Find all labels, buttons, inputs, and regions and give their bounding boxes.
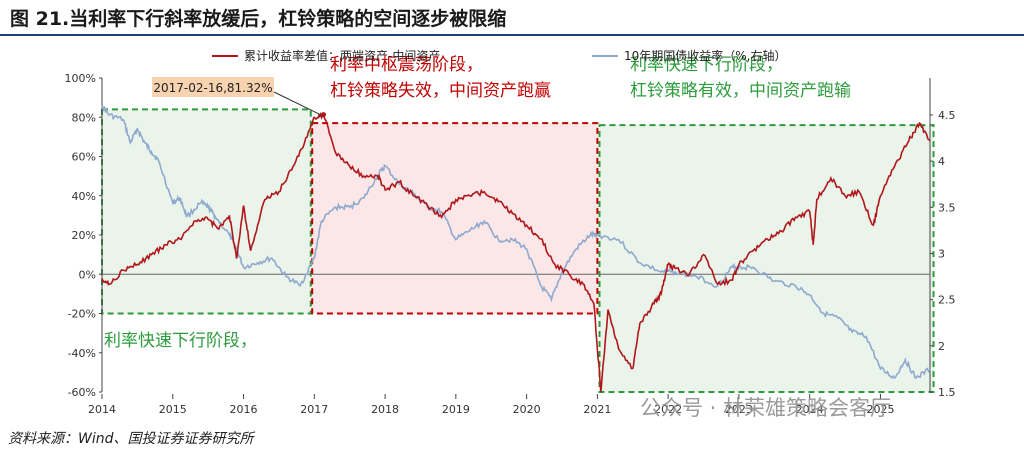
x-tick-label: 2021	[583, 403, 611, 416]
figure-title: 图 21.当利率下行斜率放缓后，杠铃策略的空间逐步被限缩	[10, 8, 507, 30]
x-tick-label: 2016	[230, 403, 258, 416]
x-tick-label: 2024	[796, 403, 824, 416]
y-left-tick-label: 40%	[72, 190, 96, 203]
x-tick-label: 2023	[725, 403, 753, 416]
x-tick-label: 2020	[513, 403, 541, 416]
x-tick-label: 2025	[866, 403, 894, 416]
y-right-tick-label: 4	[938, 155, 945, 168]
x-tick-label: 2022	[654, 403, 682, 416]
y-left-tick-label: -40%	[68, 347, 96, 360]
callout-leader	[273, 91, 321, 116]
zone-label-3-line-2: 杠铃策略有效，中间资产跑输	[630, 81, 851, 101]
line-chart: 利率快速下行阶段，利率中枢震荡阶段，杠铃策略失效，中间资产跑赢利率快速下行阶段，…	[65, 48, 956, 416]
watermark-text: 公众号 · 林荣雄策略会客厅	[640, 396, 892, 420]
series-line-cumulative-return-diff	[101, 111, 931, 393]
axis-layer: 100% 80% 60% 40% 20% 0% -20% -40% -60% 4.5 4 3.5 3 2.…	[65, 72, 956, 416]
zone-box-3	[598, 124, 935, 393]
zone-label-1-line-1: 利率快速下行阶段，	[104, 331, 257, 351]
zone-box-1	[101, 108, 312, 315]
legend: 累计收益率差值：两端资产-中间资产 10年期国债收益率（%,右轴）	[212, 48, 787, 63]
x-tick-label: 2018	[371, 403, 399, 416]
x-tick-label: 2017	[300, 403, 328, 416]
callout-label: 2017-02-16,81.32%	[153, 81, 272, 95]
y-left-tick-label: 100%	[65, 72, 96, 85]
zone-label-2-line-1: 利率中枢震荡阶段，	[330, 55, 483, 75]
series-layer	[101, 105, 931, 393]
y-right-tick-label: 2.5	[938, 294, 956, 307]
title-divider	[0, 34, 1024, 36]
x-tick-label: 2019	[442, 403, 470, 416]
series-line-10y-yield	[101, 105, 931, 380]
zone-label-2-line-2: 杠铃策略失效，中间资产跑赢	[330, 81, 551, 101]
x-tick-label: 2014	[88, 403, 116, 416]
y-right-tick-label: 3	[938, 247, 945, 260]
zones-layer: 利率快速下行阶段，利率中枢震荡阶段，杠铃策略失效，中间资产跑赢利率快速下行阶段，…	[101, 55, 935, 393]
legend-label-series2: 10年期国债收益率（%,右轴）	[624, 48, 787, 63]
y-left-tick-label: -60%	[68, 386, 96, 399]
y-right-tick-label: 1.5	[938, 386, 956, 399]
y-right-tick-label: 2	[938, 340, 945, 353]
y-right-tick-label: 4.5	[938, 109, 956, 122]
callout-point	[321, 112, 327, 118]
zone-box-2	[311, 122, 599, 315]
legend-label-series1: 累计收益率差值：两端资产-中间资产	[244, 48, 440, 63]
callout-box	[152, 77, 274, 97]
y-left-tick-label: -20%	[68, 308, 96, 321]
annotations-layer: 2017-02-16,81.32%	[152, 77, 327, 118]
zone-label-3-line-1: 利率快速下行阶段，	[630, 55, 783, 75]
y-left-tick-label: 80%	[72, 111, 96, 124]
y-left-tick-label: 20%	[72, 229, 96, 242]
x-tick-label: 2015	[159, 403, 187, 416]
y-left-tick-label: 60%	[72, 151, 96, 164]
source-note: 资料来源：Wind、国投证券证券研究所	[8, 431, 254, 447]
y-right-tick-label: 3.5	[938, 201, 956, 214]
y-left-tick-label: 0%	[79, 268, 96, 281]
